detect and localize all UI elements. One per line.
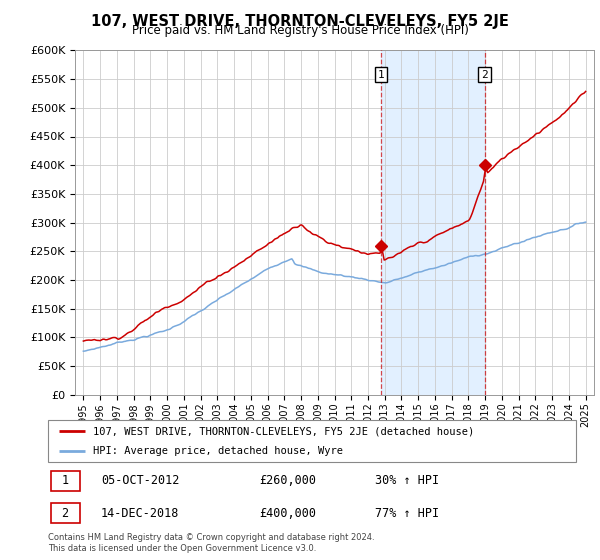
Text: 107, WEST DRIVE, THORNTON-CLEVELEYS, FY5 2JE (detached house): 107, WEST DRIVE, THORNTON-CLEVELEYS, FY5…: [93, 426, 474, 436]
Text: 1: 1: [62, 474, 69, 487]
Text: 2: 2: [62, 507, 69, 520]
Text: Price paid vs. HM Land Registry's House Price Index (HPI): Price paid vs. HM Land Registry's House …: [131, 24, 469, 37]
FancyBboxPatch shape: [50, 470, 80, 491]
Text: Contains HM Land Registry data © Crown copyright and database right 2024.
This d: Contains HM Land Registry data © Crown c…: [48, 533, 374, 553]
Text: 2: 2: [481, 69, 488, 80]
FancyBboxPatch shape: [50, 503, 80, 524]
Text: 14-DEC-2018: 14-DEC-2018: [101, 507, 179, 520]
Text: 05-OCT-2012: 05-OCT-2012: [101, 474, 179, 487]
Text: £400,000: £400,000: [259, 507, 316, 520]
Bar: [381, 50, 485, 395]
Text: 1: 1: [377, 69, 384, 80]
FancyBboxPatch shape: [48, 420, 576, 462]
Text: 107, WEST DRIVE, THORNTON-CLEVELEYS, FY5 2JE: 107, WEST DRIVE, THORNTON-CLEVELEYS, FY5…: [91, 14, 509, 29]
Text: 30% ↑ HPI: 30% ↑ HPI: [376, 474, 439, 487]
Text: HPI: Average price, detached house, Wyre: HPI: Average price, detached house, Wyre: [93, 446, 343, 456]
Text: £260,000: £260,000: [259, 474, 316, 487]
Text: 77% ↑ HPI: 77% ↑ HPI: [376, 507, 439, 520]
